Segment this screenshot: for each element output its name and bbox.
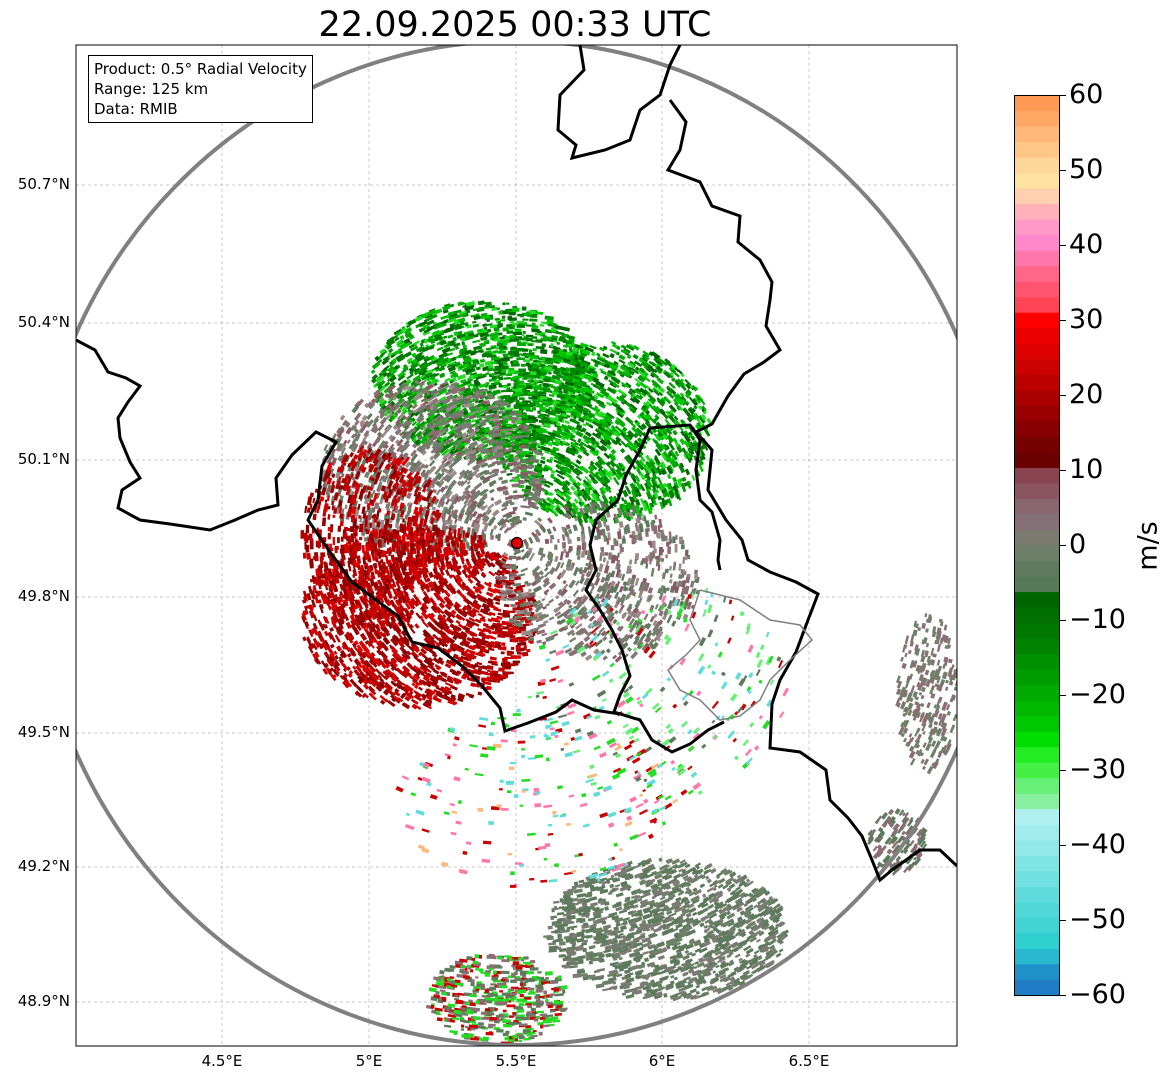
lat-tick-label: 49.2°N [17, 857, 70, 875]
colorbar-band [1014, 514, 1060, 531]
colorbar-unit-label: m/s [1132, 521, 1164, 571]
colorbar-band [1014, 250, 1060, 267]
country-border-germany-east [556, 45, 957, 883]
colorbar-band [1014, 623, 1060, 640]
colorbar [1014, 95, 1066, 997]
colorbar-band [1014, 948, 1060, 966]
colorbar-band [1014, 561, 1060, 578]
colorbar-band [1014, 421, 1060, 438]
lon-tick-label: 6.5°E [788, 1052, 830, 1070]
colorbar-band [1014, 871, 1060, 888]
lon-tick-label: 6°E [648, 1052, 676, 1070]
colorbar-band [1014, 405, 1060, 422]
colorbar-tick-label: −20 [1069, 678, 1126, 710]
colorbar-band [1014, 157, 1060, 174]
lat-tick-label: 48.9°N [17, 992, 70, 1010]
lat-tick-label: 50.1°N [17, 450, 70, 468]
colorbar-band [1014, 328, 1060, 345]
colorbar-band [1014, 95, 1060, 112]
radar-site-marker [510, 536, 524, 550]
colorbar-tick-label: −50 [1069, 903, 1126, 935]
colorbar-band [1014, 545, 1060, 562]
colorbar-tick-label: −40 [1069, 828, 1126, 860]
colorbar-band [1014, 359, 1060, 376]
colorbar-band [1014, 902, 1060, 919]
info-data-source: Data: RMIB [94, 100, 178, 118]
colorbar-band [1014, 188, 1060, 205]
colorbar-band [1014, 731, 1060, 748]
colorbar-band [1014, 917, 1060, 935]
colorbar-tick-label: 10 [1069, 453, 1104, 485]
lat-tick-label: 49.8°N [17, 587, 70, 605]
colorbar-band [1014, 266, 1060, 283]
colorbar-band [1014, 452, 1060, 469]
colorbar-band [1014, 312, 1060, 329]
colorbar-tick-label: 20 [1069, 378, 1104, 410]
colorbar-tick-label: 40 [1069, 228, 1104, 260]
colorbar-band [1014, 685, 1060, 702]
colorbar-band [1014, 654, 1060, 671]
lon-tick-label: 4.5°E [201, 1052, 243, 1070]
country-border-luxembourg [584, 423, 725, 754]
colorbar-band [1014, 204, 1060, 221]
colorbar-band [1014, 855, 1060, 872]
colorbar-band [1014, 700, 1060, 717]
colorbar-band [1014, 529, 1060, 547]
colorbar-band [1014, 716, 1060, 733]
radar-echoes [300, 300, 957, 1045]
colorbar-band [1014, 964, 1060, 981]
colorbar-band [1014, 374, 1060, 391]
colorbar-band [1014, 235, 1060, 252]
colorbar-tick-label: −10 [1069, 603, 1126, 635]
colorbar-band [1014, 747, 1060, 764]
colorbar-band [1014, 173, 1060, 190]
plot-title: 22.09.2025 00:33 UTC [318, 5, 712, 45]
info-product: Product: 0.5° Radial Velocity [94, 60, 307, 78]
colorbar-band [1014, 390, 1060, 407]
colorbar-band [1014, 498, 1060, 516]
colorbar-tick-label: 30 [1069, 303, 1104, 335]
colorbar-band [1014, 343, 1060, 360]
range-ring [76, 45, 957, 1046]
colorbar-band [1014, 933, 1060, 950]
colorbar-band [1014, 638, 1060, 655]
colorbar-band [1014, 886, 1060, 903]
lat-tick-label: 50.7°N [17, 175, 70, 193]
colorbar-band [1014, 436, 1060, 453]
region-border-saarland [667, 589, 814, 721]
colorbar-band [1014, 824, 1060, 841]
country-border-belgium-west [76, 338, 621, 733]
colorbar-band [1014, 592, 1060, 609]
colorbar-band [1014, 576, 1060, 593]
colorbar-band [1014, 979, 1060, 997]
colorbar-tick-label: 0 [1069, 528, 1087, 560]
lat-tick-label: 49.5°N [17, 723, 70, 741]
colorbar-band [1014, 778, 1060, 795]
lat-tick-label: 50.4°N [17, 313, 70, 331]
colorbar-band [1014, 793, 1060, 810]
colorbar-band [1014, 111, 1060, 128]
info-range: Range: 125 km [94, 80, 209, 98]
lon-tick-label: 5.5°E [495, 1052, 537, 1070]
colorbar-band [1014, 840, 1060, 857]
colorbar-band [1014, 483, 1060, 500]
colorbar-band [1014, 809, 1060, 826]
colorbar-band [1014, 219, 1060, 236]
lon-tick-label: 5°E [355, 1052, 383, 1070]
colorbar-tick-label: 60 [1069, 78, 1104, 110]
info-box: Product: 0.5° Radial Velocity Range: 125… [88, 55, 313, 123]
plot-frame [75, 44, 958, 1047]
colorbar-band [1014, 126, 1060, 143]
colorbar-tick-label: −60 [1069, 978, 1126, 1010]
colorbar-band [1014, 142, 1060, 159]
colorbar-band [1014, 297, 1060, 314]
colorbar-band [1014, 762, 1060, 779]
colorbar-band [1014, 607, 1060, 624]
colorbar-tick-label: −30 [1069, 753, 1126, 785]
colorbar-band [1014, 467, 1060, 485]
colorbar-band [1014, 669, 1060, 686]
colorbar-band [1014, 281, 1060, 298]
colorbar-tick-label: 50 [1069, 153, 1104, 185]
